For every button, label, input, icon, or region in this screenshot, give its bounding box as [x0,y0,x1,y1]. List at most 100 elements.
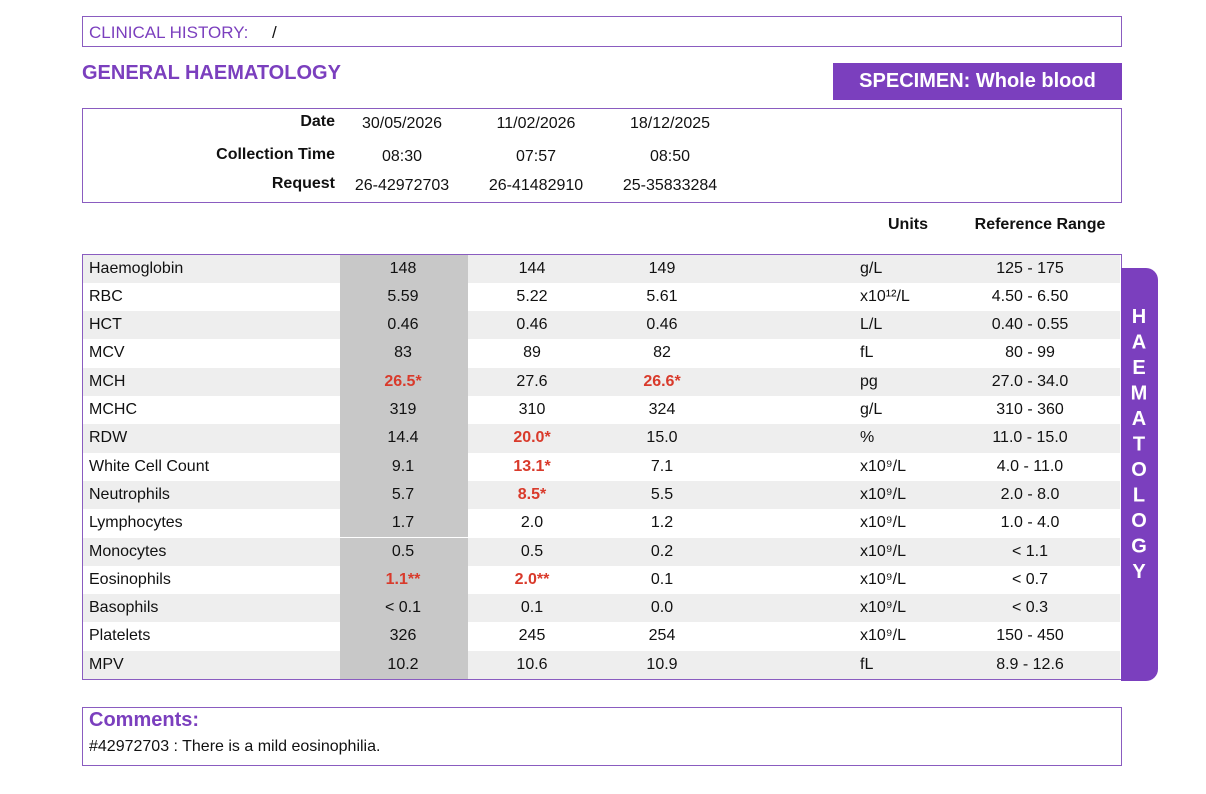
result-value: 8.5* [517,485,547,503]
result-row: RBC 5.59 5.22 5.61 x10¹²/L 4.50 - 6.50 [83,282,1120,312]
unit: g/L [860,259,883,277]
result-row: RDW 14.4 20.0* 15.0% 11.0 - 15.0 [83,424,1120,453]
highlight-column [340,452,468,481]
reference-range: < 0.3 [1011,599,1049,617]
result-row: Lymphocytes 1.7 2.0 1.2 x10⁹/L 1.0 - 4.0 [83,509,1120,538]
result-row: Platelets 326 245 254 x10⁹/L 150 - 450 [83,622,1120,651]
result-row: MCHC 319 310 324 g/L 310 - 360 [83,396,1120,425]
test-name: MCH [89,372,126,390]
result-value: 26.5* [384,372,422,390]
result-value: 1.7 [391,514,415,532]
result-value: 0.46 [646,316,678,334]
reference-range: 80 - 99 [1005,344,1055,362]
unit: fL [860,344,874,362]
result-value: 1.2 [650,514,674,532]
result-value: 13.1* [513,457,551,475]
reference-range: 310 - 360 [996,401,1064,418]
result-value: 20.0* [513,429,551,447]
highlight-column [340,509,468,538]
result-value: 27.6 [516,372,548,390]
unit: % [860,429,875,447]
result-value: 310 [518,401,546,418]
result-value: 148 [389,259,417,277]
result-value: 5.5 [650,485,674,503]
header-value: 26-42972703 [354,177,450,194]
result-row: Haemoglobin 148 144 149 g/L 125 - 175 [83,254,1120,283]
result-value: 0.46 [516,316,548,334]
unit: x10⁹/L [860,457,906,475]
unit: x10⁹/L [860,599,906,617]
reference-range: 4.0 - 11.0 [996,457,1064,475]
result-value: 10.2 [387,655,419,673]
result-value: 0.1 [520,599,544,617]
highlight-column [340,594,468,623]
range-heading: Reference Range [974,216,1106,233]
side-label: HAEMATOLOGY [1128,306,1150,587]
result-value: 254 [648,627,676,645]
result-value: 82 [653,344,671,362]
clinical-history-value: / [272,23,277,42]
reference-range: < 0.7 [1011,570,1049,588]
test-name: MCHC [89,401,137,418]
result-value: 319 [389,401,417,418]
unit: fL [860,655,874,673]
reference-range: 1.0 - 4.0 [1000,514,1060,532]
test-name: Neutrophils [89,485,170,503]
unit: x10⁹/L [860,570,906,588]
highlight-column [340,565,468,595]
highlight-column [340,396,468,425]
result-value: 324 [648,401,676,418]
unit: pg [860,372,878,390]
result-value: 144 [518,259,546,277]
result-value: 5.59 [387,287,419,305]
reference-range: 27.0 - 34.0 [991,372,1069,390]
result-row: MCV 83 89 82 fL 80 - 99 [83,339,1120,368]
unit: x10⁹/L [860,627,906,645]
result-value: 89 [523,344,541,362]
test-name: MPV [89,655,124,673]
clinical-history-label: CLINICAL HISTORY: [89,23,249,42]
test-name: Eosinophils [89,570,171,588]
result-value: 0.1 [650,570,674,588]
header-label: Collection Time [216,146,335,163]
comments-box [82,707,1122,766]
header-value: 08:30 [381,148,423,165]
result-value: 9.1 [391,457,415,475]
header-value: 08:50 [649,148,691,165]
unit: x10¹²/L [860,287,910,305]
result-value: 15.0 [646,429,678,447]
header-box [82,108,1122,203]
header-value: 30/05/2026 [361,115,443,132]
result-row: White Cell Count 9.1 13.1* 7.1 x10⁹/L 4.0 - 1… [83,452,1120,481]
test-name: Monocytes [89,542,167,560]
unit: L/L [860,316,883,334]
header-value: 25-35833284 [622,177,718,194]
specimen-badge: SPECIMEN: Whole blood [833,63,1122,100]
result-value: 149 [648,259,676,277]
highlight-column [340,311,468,340]
result-row: Eosinophils 1.1** 2.0** 0.1 x10⁹/L < 0.7 [83,565,1120,595]
highlight-column [340,537,468,566]
result-value: 0.5 [520,542,544,560]
side-tab [1121,268,1158,681]
test-name: RDW [89,429,128,447]
highlight-column [340,254,468,283]
reference-range: 4.50 - 6.50 [991,287,1069,305]
result-row: Monocytes 0.5 0.5 0.2 x10⁹/L < 1.1 [83,537,1120,566]
reference-range: 0.40 - 0.55 [991,316,1069,334]
result-value: 83 [394,344,412,362]
highlight-column [340,480,468,510]
result-value: 2.0 [520,514,544,532]
unit: x10⁹/L [860,514,906,532]
unit: g/L [860,401,883,418]
result-row: HCT 0.46 0.46 0.46 L/L 0.40 - 0.55 [83,311,1120,340]
highlight-column [340,622,468,651]
highlight-column [340,367,468,396]
comments-text: #42972703 : There is a mild eosinophilia… [89,738,381,755]
result-value: 326 [389,627,417,645]
highlight-column [340,424,468,453]
reference-range: 8.9 - 12.6 [996,655,1064,673]
reference-range: 150 - 450 [996,627,1064,645]
test-name: Platelets [89,627,151,645]
